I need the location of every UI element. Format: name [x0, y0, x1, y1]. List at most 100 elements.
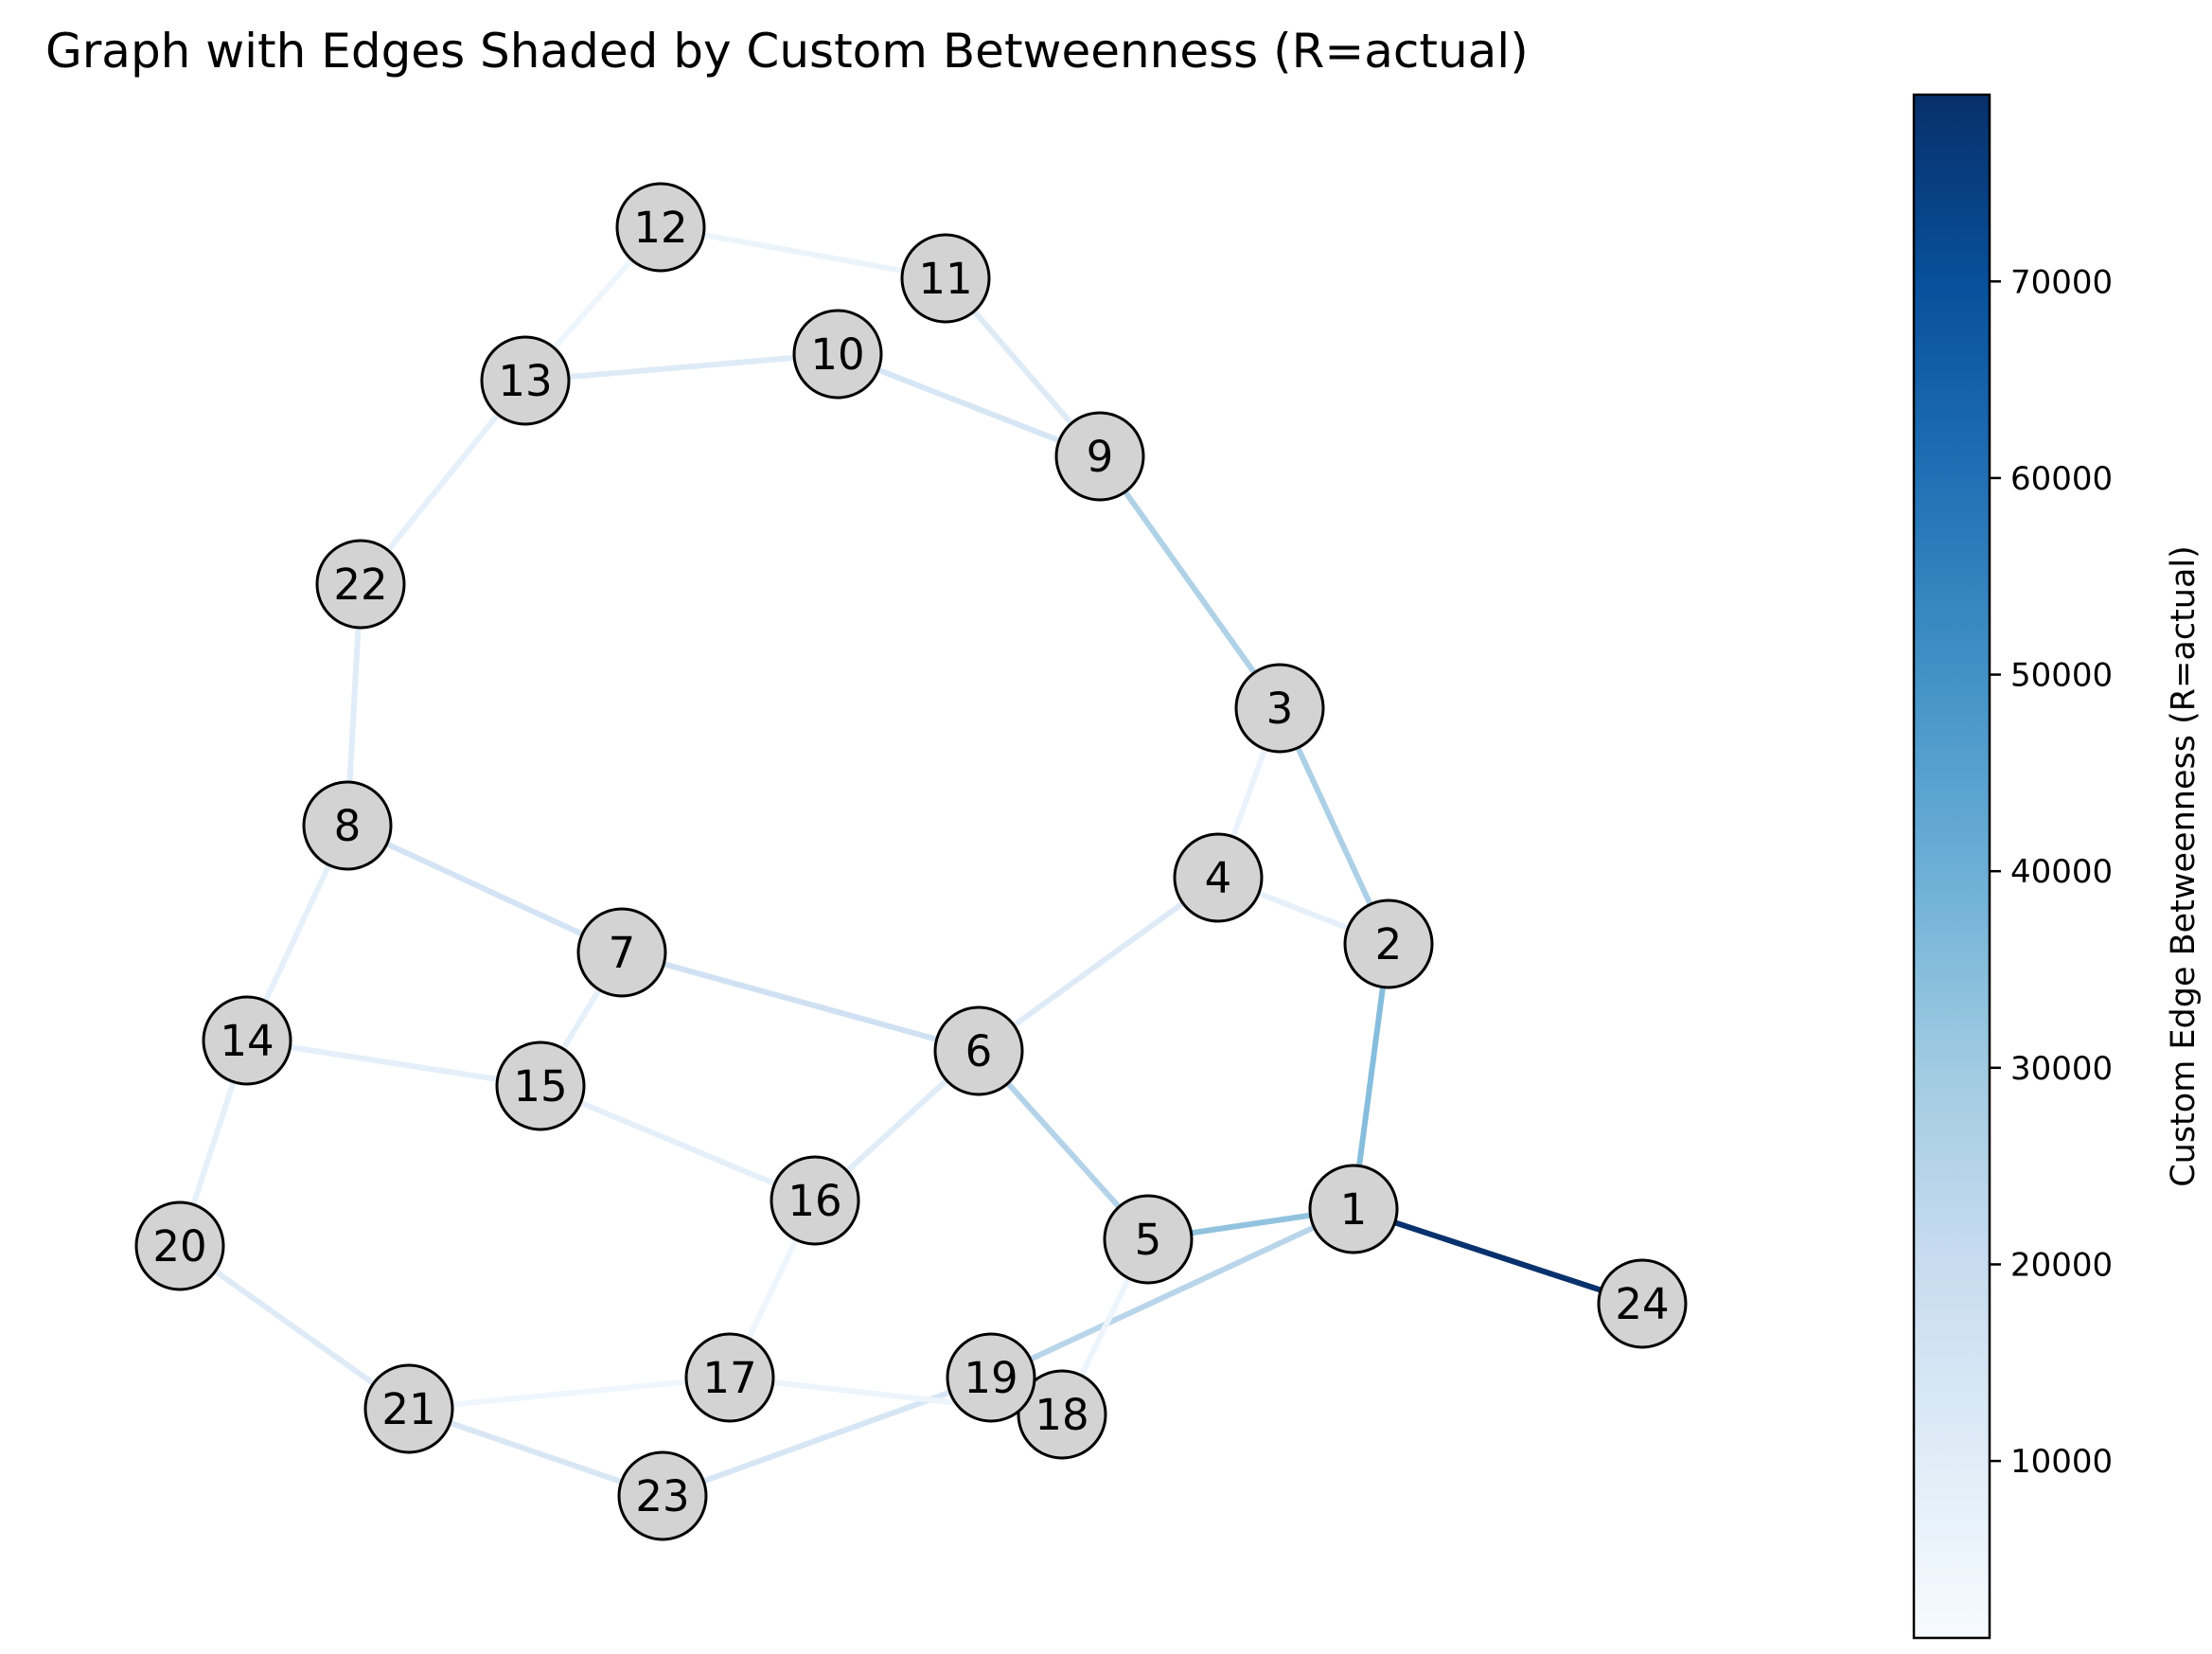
node-label: 11 — [918, 254, 972, 304]
node-4: 4 — [1173, 832, 1264, 923]
colorbar-ticks: 10000 20000 30000 40000 50000 60000 70000 — [1990, 263, 2113, 1481]
edge-20-21 — [178, 1243, 411, 1412]
node-5: 5 — [1103, 1194, 1194, 1285]
node-label: 16 — [787, 1176, 841, 1226]
node-16: 16 — [770, 1155, 860, 1246]
node-label: 14 — [220, 1016, 274, 1066]
node-3: 3 — [1234, 663, 1325, 754]
node-label: 24 — [1615, 1279, 1669, 1329]
node-circle — [1308, 1164, 1399, 1254]
node-circle — [900, 233, 991, 324]
node-label: 10 — [810, 329, 864, 380]
node-11: 11 — [900, 233, 991, 324]
node-7: 7 — [576, 907, 667, 998]
colorbar-tick-label: 70000 — [2010, 263, 2113, 301]
edge-13-10 — [524, 351, 839, 383]
node-label: 3 — [1266, 684, 1294, 734]
node-13: 13 — [480, 335, 571, 426]
colorbar-tick-label: 50000 — [2010, 657, 2113, 695]
node-circle — [770, 1155, 860, 1246]
node-label: 21 — [381, 1384, 435, 1434]
node-circle — [1173, 832, 1264, 923]
node-circle — [495, 1040, 586, 1131]
node-6: 6 — [933, 1005, 1024, 1096]
node-circle — [480, 335, 571, 426]
node-circle — [576, 907, 667, 998]
node-circle — [792, 309, 883, 400]
node-22: 22 — [315, 539, 406, 630]
edge-1-24 — [1353, 1206, 1643, 1307]
colorbar-tick-label: 40000 — [2010, 853, 2113, 891]
edge-7-6 — [621, 950, 980, 1054]
node-10: 10 — [792, 309, 883, 400]
colorbar: 10000 20000 30000 40000 50000 60000 70000 Cust… — [1912, 93, 2203, 1640]
node-label: 4 — [1205, 853, 1232, 903]
node-label: 23 — [635, 1471, 689, 1521]
node-19: 19 — [946, 1332, 1036, 1423]
edge-12-11 — [660, 224, 947, 281]
edges-layer — [177, 224, 1643, 1499]
node-label: 22 — [333, 560, 387, 610]
node-1: 1 — [1308, 1164, 1399, 1254]
node-circle — [1017, 1369, 1107, 1460]
node-15: 15 — [495, 1040, 586, 1131]
node-23: 23 — [617, 1450, 708, 1541]
node-label: 15 — [513, 1061, 567, 1112]
node-circle — [615, 182, 706, 273]
node-2: 2 — [1343, 898, 1434, 989]
node-circle — [1103, 1194, 1194, 1285]
node-label: 7 — [609, 928, 636, 978]
node-label: 1 — [1340, 1184, 1368, 1235]
node-circle — [946, 1332, 1036, 1423]
node-label: 2 — [1375, 919, 1403, 969]
node-circle — [1597, 1258, 1688, 1349]
node-circle — [1234, 663, 1325, 754]
edge-15-16 — [539, 1083, 817, 1203]
node-label: 13 — [498, 356, 552, 406]
node-label: 18 — [1035, 1390, 1088, 1440]
colorbar-tick-label: 60000 — [2010, 460, 2113, 498]
node-17: 17 — [684, 1332, 775, 1423]
node-21: 21 — [363, 1363, 454, 1454]
node-label: 20 — [152, 1221, 206, 1272]
node-circle — [315, 539, 406, 630]
node-8: 8 — [302, 780, 393, 871]
edge-21-17 — [408, 1375, 731, 1412]
node-circle — [202, 995, 292, 1086]
colorbar-label: Custom Edge Betweenness (R=actual) — [2165, 545, 2203, 1187]
chart-title: Graph with Edges Shaded by Custom Betwee… — [45, 24, 1529, 79]
node-14: 14 — [202, 995, 292, 1086]
node-label: 12 — [633, 203, 687, 253]
edge-23-19 — [661, 1375, 993, 1499]
node-circle — [684, 1332, 775, 1423]
node-label: 17 — [702, 1353, 756, 1403]
node-18: 18 — [1017, 1369, 1107, 1460]
node-circle — [617, 1450, 708, 1541]
node-24: 24 — [1597, 1258, 1688, 1349]
edge-4-6 — [977, 875, 1220, 1054]
node-circle — [302, 780, 393, 871]
node-12: 12 — [615, 182, 706, 273]
colorbar-tick-label: 20000 — [2010, 1246, 2113, 1284]
edge-3-9 — [1097, 454, 1283, 710]
node-label: 5 — [1135, 1215, 1162, 1265]
node-9: 9 — [1054, 411, 1145, 502]
node-label: 19 — [964, 1353, 1018, 1403]
edge-14-15 — [246, 1038, 541, 1089]
node-label: 8 — [334, 801, 362, 851]
node-circle — [1054, 411, 1145, 502]
node-circle — [134, 1200, 225, 1291]
node-circle — [1343, 898, 1434, 989]
colorbar-tick-label: 30000 — [2010, 1050, 2113, 1088]
edge-10-9 — [836, 351, 1102, 459]
node-circle — [363, 1363, 454, 1454]
colorbar-gradient — [1912, 93, 1991, 1640]
colorbar-tick-label: 10000 — [2010, 1443, 2113, 1481]
edge-8-7 — [345, 823, 624, 955]
node-20: 20 — [134, 1200, 225, 1291]
node-label: 9 — [1087, 432, 1114, 482]
edge-1-19 — [989, 1206, 1355, 1380]
node-label: 6 — [965, 1026, 993, 1076]
